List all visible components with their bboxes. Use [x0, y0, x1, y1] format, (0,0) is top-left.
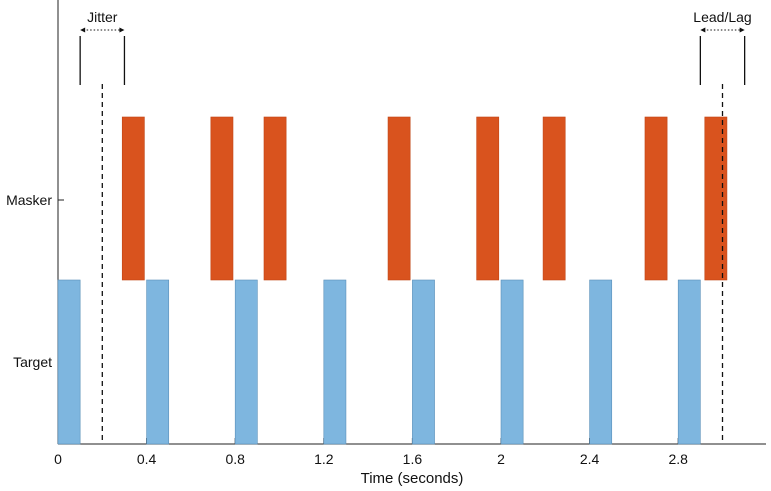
- target-bar: [677, 279, 701, 445]
- annotation-arrowhead-left: [700, 27, 706, 33]
- target-bar: [500, 279, 524, 445]
- masker-bars: [121, 116, 728, 281]
- masker-bar: [704, 116, 728, 281]
- x-tick-label: 0: [54, 451, 62, 467]
- target-bar: [589, 279, 613, 445]
- annotation-arrowhead-right: [739, 27, 745, 33]
- x-tick-label: 0.8: [225, 451, 245, 467]
- x-tick-label: 2: [497, 451, 505, 467]
- masker-bar: [542, 116, 566, 281]
- masker-bar: [121, 116, 145, 281]
- x-axis-title: Time (seconds): [361, 470, 464, 487]
- y-label-masker: Masker: [6, 192, 52, 208]
- reference-lines: [101, 84, 724, 444]
- masker-bar: [476, 116, 500, 281]
- x-tick-label: 2.4: [580, 451, 600, 467]
- target-bar: [234, 279, 258, 445]
- target-bars: [57, 279, 701, 445]
- x-tick-label: 0.4: [137, 451, 157, 467]
- annotations: Jitter Lead/Lag: [79, 9, 752, 85]
- masker-bar: [263, 116, 287, 281]
- y-label-target: Target: [13, 354, 52, 370]
- x-ticks: 0 0.4 0.8 1.2 1.6 2 2.4 2.8: [54, 438, 688, 467]
- target-bar: [57, 279, 81, 445]
- annotation-arrowhead-left: [80, 27, 86, 33]
- target-bar: [323, 279, 347, 445]
- masker-bar: [644, 116, 668, 281]
- target-bar: [412, 279, 435, 445]
- annotation-label: Lead/Lag: [693, 9, 751, 25]
- x-tick-label: 1.2: [314, 451, 334, 467]
- annotation-arrowhead-right: [119, 27, 125, 33]
- masker-bar: [387, 116, 411, 281]
- x-tick-label: 1.6: [403, 451, 423, 467]
- annotation-label: Jitter: [87, 9, 118, 25]
- masker-bar: [210, 116, 234, 281]
- target-bar: [146, 279, 170, 445]
- x-tick-label: 2.8: [668, 451, 688, 467]
